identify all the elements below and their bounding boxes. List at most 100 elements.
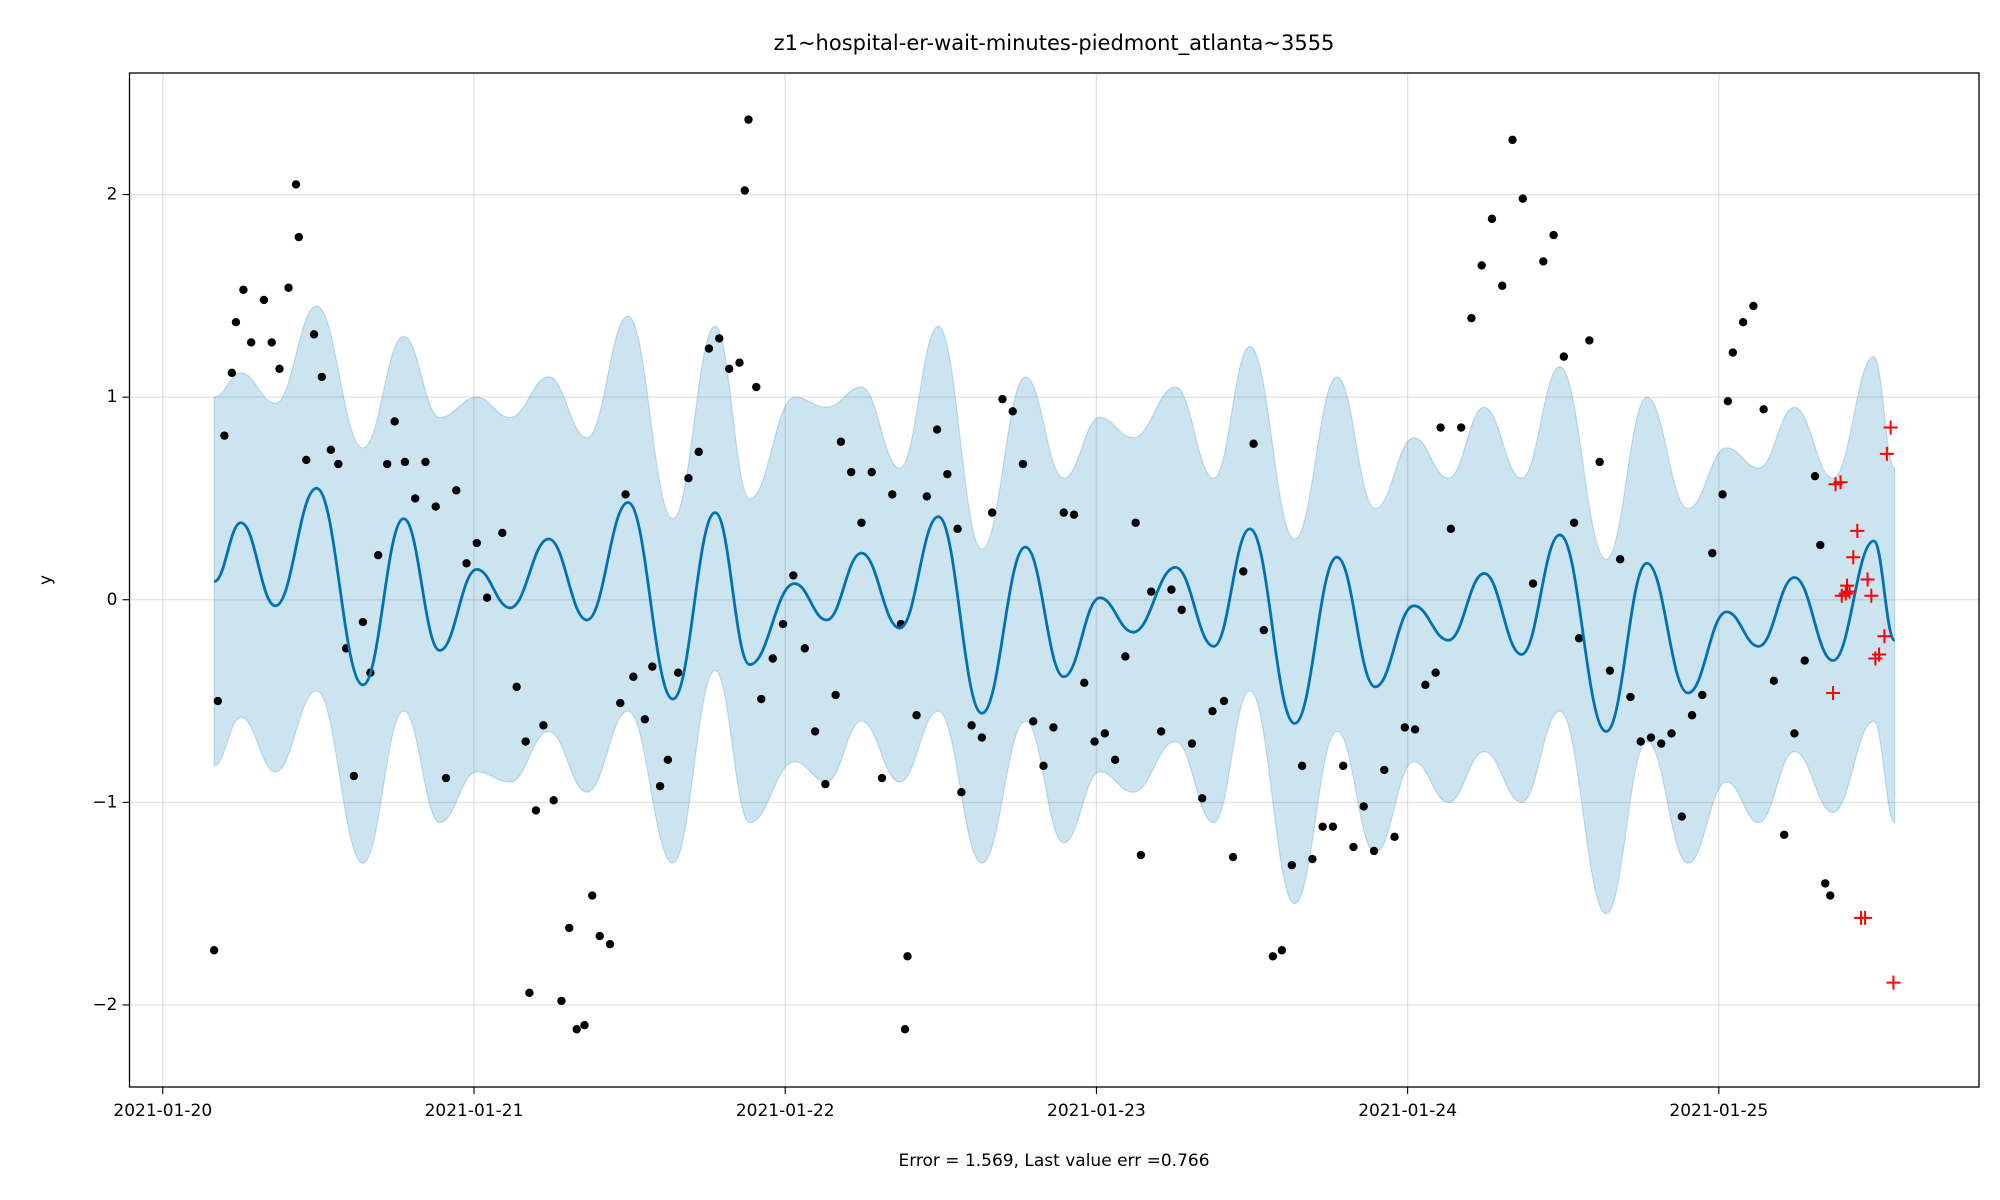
observed-point: [715, 334, 724, 343]
observed-point: [704, 344, 714, 353]
observed-point: [1110, 755, 1120, 765]
observed-point: [1308, 854, 1317, 864]
observed-point: [1605, 666, 1615, 675]
observed-point: [1636, 737, 1645, 746]
observed-point: [1436, 423, 1445, 432]
observed-point: [227, 368, 237, 378]
observed-point: [512, 682, 521, 692]
observed-point: [1498, 281, 1507, 290]
observed-point: [472, 538, 482, 548]
observed-point: [1259, 625, 1269, 635]
observed-point: [640, 715, 650, 724]
observed-point: [1677, 812, 1686, 821]
observed-point: [967, 721, 976, 730]
observed-point: [1467, 313, 1476, 323]
x-tick-label: 2021-01-21: [425, 1101, 524, 1121]
observed-point: [452, 486, 461, 495]
observed-point: [1549, 230, 1558, 240]
observed-point: [521, 737, 530, 746]
observed-point: [317, 372, 327, 382]
observed-point: [857, 518, 866, 527]
observed-point: [912, 711, 921, 720]
observed-point: [1431, 668, 1440, 677]
uncertainty-band: [213, 305, 1896, 915]
observed-point: [922, 492, 932, 501]
observed-point: [1821, 879, 1830, 888]
observed-point: [1816, 540, 1825, 550]
observed-point: [977, 733, 987, 742]
observed-point: [334, 459, 343, 469]
observed-point: [757, 694, 766, 704]
observed-point: [588, 891, 597, 900]
observed-point: [724, 364, 734, 373]
observed-point: [831, 690, 840, 700]
observed-point: [220, 431, 229, 440]
observed-point: [1277, 946, 1287, 955]
observed-point: [1146, 587, 1156, 596]
observed-point: [291, 180, 301, 189]
observed-point: [1390, 832, 1399, 841]
forecast-line: [213, 486, 1897, 733]
test-point: [1850, 523, 1865, 538]
observed-point: [1059, 508, 1068, 517]
test-point: [1840, 578, 1855, 593]
observed-point: [441, 773, 451, 783]
observed-point: [1718, 490, 1727, 499]
observed-point: [267, 338, 276, 347]
observed-point: [752, 382, 761, 392]
observed-point: [1738, 317, 1748, 327]
observed-point: [1569, 518, 1579, 527]
observed-point: [648, 662, 657, 671]
observed-point: [1528, 579, 1538, 588]
observed-point: [1574, 634, 1584, 643]
test-point: [1879, 446, 1894, 461]
observed-point: [326, 445, 336, 455]
observed-point: [595, 931, 604, 941]
observed-point: [1446, 524, 1456, 534]
observed-point: [1219, 696, 1229, 706]
observed-point: [1008, 407, 1017, 416]
observed-point: [1421, 680, 1430, 690]
test-point: [1883, 420, 1898, 435]
observed-point: [358, 617, 368, 627]
observed-point: [1708, 548, 1717, 558]
observed-point: [410, 494, 420, 503]
observed-point: [1759, 405, 1768, 414]
observed-point: [302, 455, 311, 465]
x-tick-label: 2021-01-20: [113, 1101, 212, 1121]
observed-point: [789, 571, 798, 580]
observed-point: [1559, 352, 1569, 361]
observed-point: [246, 338, 256, 347]
observed-point: [1177, 605, 1186, 615]
y-tick-label: −2: [92, 995, 117, 1015]
observed-point: [498, 528, 507, 538]
observed-point: [1069, 510, 1079, 519]
observed-point: [1198, 794, 1207, 803]
observed-point: [525, 988, 534, 997]
observed-point: [284, 283, 293, 292]
observed-point: [1167, 585, 1176, 594]
observed-point: [1456, 423, 1466, 432]
observed-point: [1728, 348, 1738, 357]
observed-point: [1800, 656, 1809, 665]
observed-point: [209, 946, 219, 955]
observed-point: [1657, 739, 1666, 748]
observed-point: [390, 417, 399, 426]
x-tick-label: 2021-01-22: [736, 1101, 835, 1121]
observed-point: [565, 923, 574, 933]
observed-point: [1156, 727, 1166, 736]
observed-point: [1626, 692, 1635, 702]
observed-point: [735, 358, 744, 367]
test-point: [1846, 550, 1861, 565]
plot-frame: [128, 72, 1980, 1088]
observed-point: [605, 939, 615, 949]
observed-point: [231, 317, 241, 327]
observed-point: [294, 232, 303, 242]
observed-point: [1318, 822, 1327, 831]
observed-point: [740, 186, 749, 195]
test-point: [1826, 685, 1841, 700]
observed-point: [836, 437, 846, 446]
observed-point: [987, 508, 997, 517]
observed-point: [1100, 729, 1110, 738]
observed-point: [744, 115, 753, 124]
